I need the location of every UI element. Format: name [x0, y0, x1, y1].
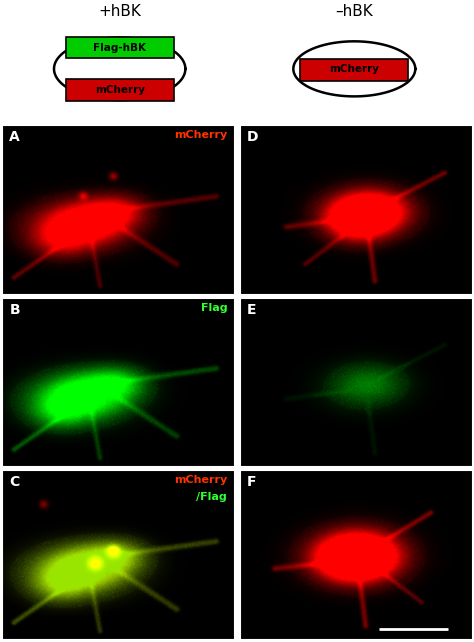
Text: Flag: Flag — [201, 303, 227, 313]
Text: –hBK: –hBK — [336, 4, 373, 19]
Text: F: F — [247, 476, 256, 489]
Text: /Flag: /Flag — [196, 492, 227, 502]
Text: mCherry: mCherry — [174, 476, 227, 485]
Text: E: E — [247, 303, 256, 317]
Text: mCherry: mCherry — [95, 85, 145, 95]
Text: D: D — [247, 130, 258, 144]
Text: mCherry: mCherry — [329, 64, 379, 74]
Text: C: C — [9, 476, 19, 489]
FancyBboxPatch shape — [66, 37, 173, 58]
Text: A: A — [9, 130, 20, 144]
FancyBboxPatch shape — [301, 60, 408, 81]
Text: mCherry: mCherry — [174, 130, 227, 140]
Text: Flag-hBK: Flag-hBK — [93, 42, 146, 53]
Text: +hBK: +hBK — [98, 4, 141, 19]
FancyBboxPatch shape — [66, 80, 173, 101]
Text: B: B — [9, 303, 20, 317]
